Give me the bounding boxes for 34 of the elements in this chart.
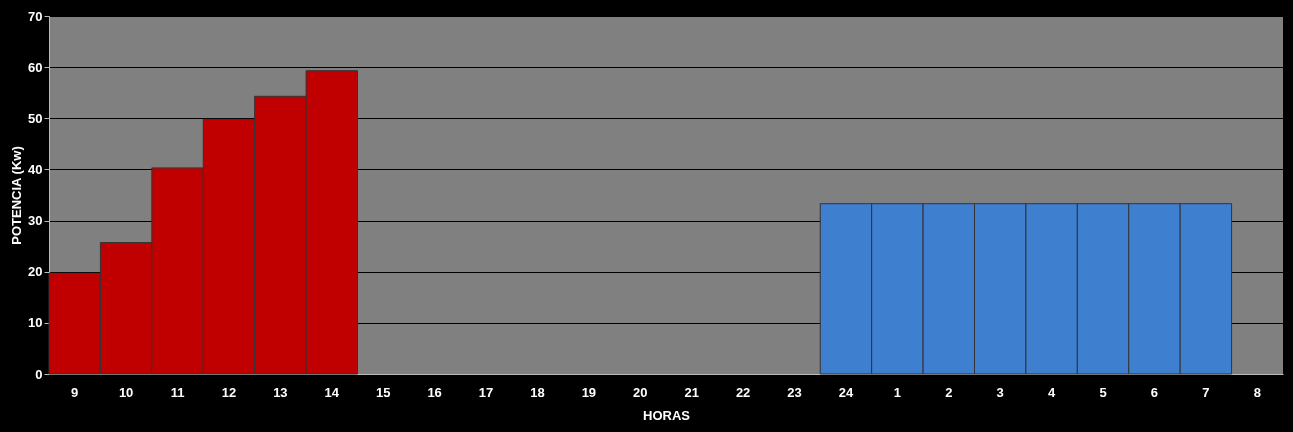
y-tick-label: 60 (28, 59, 43, 75)
y-tick-label: 0 (35, 366, 43, 382)
x-tick-label: 22 (735, 384, 751, 400)
x-tick-label: 20 (633, 384, 648, 400)
x-tick-label: 7 (1202, 384, 1210, 400)
x-tick-label: 5 (1099, 384, 1107, 400)
x-tick-label: 13 (273, 384, 288, 400)
y-axis-title: POTENCIA (Kw) (9, 146, 25, 245)
x-tick-label: 19 (581, 384, 597, 400)
y-tick-label: 10 (28, 315, 43, 331)
x-tick-label: 11 (170, 384, 185, 400)
x-tick-label: 2 (945, 384, 953, 400)
x-tick-label: 9 (71, 384, 79, 400)
x-tick-label: 18 (530, 384, 545, 400)
x-tick-label: 10 (118, 384, 134, 400)
x-tick-label: 14 (324, 384, 340, 400)
y-tick-label: 50 (28, 110, 43, 126)
x-tick-label: 16 (427, 384, 442, 400)
x-tick-label: 4 (1048, 384, 1057, 400)
x-axis-title: HORAS (643, 407, 691, 423)
x-tick-label: 15 (375, 384, 391, 400)
x-tick-label: 6 (1150, 384, 1159, 400)
x-tick-label: 24 (838, 384, 854, 400)
x-tick-label: 21 (684, 384, 699, 400)
x-tick-label: 12 (221, 384, 237, 400)
y-tick-label: 70 (28, 8, 43, 24)
x-tick-label: 23 (787, 384, 802, 400)
y-tick-label: 20 (28, 264, 43, 280)
x-tick-label: 3 (996, 384, 1004, 400)
x-tick-label: 17 (478, 384, 494, 400)
x-tick-label: 8 (1253, 384, 1261, 400)
y-tick-label: 40 (28, 161, 43, 177)
x-tick-label: 1 (893, 384, 901, 400)
y-tick-label: 30 (28, 213, 43, 229)
